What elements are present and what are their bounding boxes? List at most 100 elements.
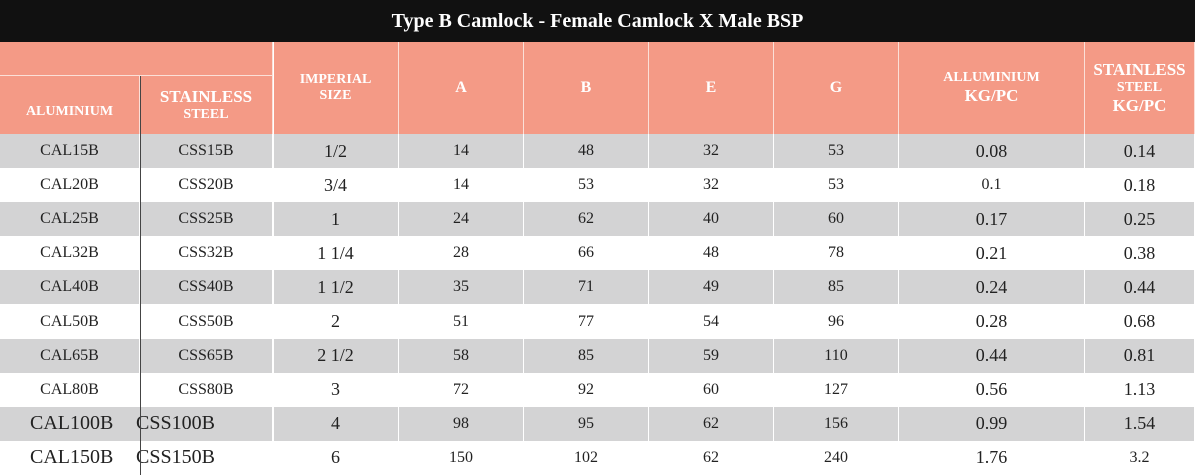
cell-e: 60 [649, 372, 774, 407]
cell-ss_kg: 0.38 [1085, 236, 1195, 271]
cell-b: 77 [524, 304, 649, 339]
cell-b: 71 [524, 270, 649, 305]
cell-imperial: 2 [273, 304, 399, 339]
cell-aluminium: CAL65B [0, 338, 140, 373]
cell-a: 51 [399, 304, 524, 339]
column-divider [140, 76, 141, 475]
cell-b: 92 [524, 372, 649, 407]
cell-g: 53 [774, 168, 899, 203]
cell-imperial: 3 [273, 372, 399, 407]
header-alum-kg-line1: ALLUMINIUM [943, 70, 1040, 86]
cell-imperial: 1 1/4 [273, 236, 399, 271]
cell-a: 14 [399, 168, 524, 203]
header-stainless-line1: STAINLESS [159, 87, 253, 107]
cell-g: 53 [774, 134, 899, 169]
cell-imperial: 1 [273, 202, 399, 237]
header-a: A [399, 42, 524, 134]
table-title: Type B Camlock - Female Camlock X Male B… [0, 0, 1195, 42]
cell-stainless: CSS40B [140, 270, 273, 305]
cell-aluminium: CAL100B [0, 406, 140, 441]
cell-e: 62 [649, 406, 774, 441]
cell-stainless: CSS100B [136, 406, 273, 441]
cell-al_kg: 0.21 [899, 236, 1085, 271]
cell-aluminium: CAL32B [0, 236, 140, 271]
cell-aluminium: CAL40B [0, 270, 140, 305]
cell-al_kg: 0.99 [899, 406, 1085, 441]
cell-stainless: CSS32B [140, 236, 273, 271]
cell-al_kg: 0.44 [899, 338, 1085, 373]
cell-e: 32 [649, 168, 774, 203]
header-ss-kg-line3: KG/PC [1112, 96, 1167, 116]
header-aluminium: ALUMINIUM [0, 76, 140, 134]
header-group-blank [0, 42, 273, 76]
cell-g: 240 [774, 440, 899, 475]
cell-aluminium: CAL20B [0, 168, 140, 203]
cell-b: 53 [524, 168, 649, 203]
header-ss-kg-line2: STEEL [1116, 79, 1163, 95]
cell-b: 85 [524, 338, 649, 373]
cell-e: 32 [649, 134, 774, 169]
cell-ss_kg: 1.54 [1085, 406, 1195, 441]
header-stainless-line2: STEEL [183, 106, 229, 122]
cell-imperial: 4 [273, 406, 399, 441]
cell-aluminium: CAL50B [0, 304, 140, 339]
cell-a: 14 [399, 134, 524, 169]
cell-ss_kg: 3.2 [1085, 440, 1195, 475]
cell-a: 150 [399, 440, 524, 475]
header-aluminium-kg: ALLUMINIUM KG/PC [899, 42, 1085, 134]
cell-ss_kg: 0.14 [1085, 134, 1195, 169]
cell-e: 62 [649, 440, 774, 475]
header-stainless-steel: STAINLESS STEEL [140, 76, 273, 134]
cell-aluminium: CAL15B [0, 134, 140, 169]
header-e: E [649, 42, 774, 134]
cell-al_kg: 0.56 [899, 372, 1085, 407]
cell-g: 85 [774, 270, 899, 305]
header-b: B [524, 42, 649, 134]
cell-imperial: 1 1/2 [273, 270, 399, 305]
cell-aluminium: CAL150B [0, 440, 140, 475]
cell-al_kg: 0.1 [899, 168, 1085, 203]
cell-stainless: CSS15B [140, 134, 273, 169]
cell-ss_kg: 0.18 [1085, 168, 1195, 203]
cell-g: 78 [774, 236, 899, 271]
cell-a: 72 [399, 372, 524, 407]
header-g: G [774, 42, 899, 134]
header-alum-kg-line2: KG/PC [964, 86, 1019, 106]
cell-al_kg: 1.76 [899, 440, 1085, 475]
cell-stainless: CSS65B [140, 338, 273, 373]
cell-stainless: CSS80B [140, 372, 273, 407]
cell-b: 66 [524, 236, 649, 271]
cell-imperial: 2 1/2 [273, 338, 399, 373]
cell-ss_kg: 0.25 [1085, 202, 1195, 237]
cell-e: 48 [649, 236, 774, 271]
cell-a: 24 [399, 202, 524, 237]
cell-g: 127 [774, 372, 899, 407]
cell-e: 54 [649, 304, 774, 339]
cell-g: 96 [774, 304, 899, 339]
cell-a: 98 [399, 406, 524, 441]
cell-stainless: CSS50B [140, 304, 273, 339]
cell-b: 62 [524, 202, 649, 237]
header-aluminium-label: ALUMINIUM [25, 103, 114, 119]
header-ss-kg-line1: STAINLESS [1093, 60, 1186, 80]
cell-a: 28 [399, 236, 524, 271]
cell-aluminium: CAL80B [0, 372, 140, 407]
cell-al_kg: 0.17 [899, 202, 1085, 237]
cell-imperial: 1/2 [273, 134, 399, 169]
cell-a: 35 [399, 270, 524, 305]
cell-ss_kg: 0.81 [1085, 338, 1195, 373]
cell-e: 40 [649, 202, 774, 237]
cell-e: 49 [649, 270, 774, 305]
cell-al_kg: 0.28 [899, 304, 1085, 339]
cell-g: 60 [774, 202, 899, 237]
cell-al_kg: 0.08 [899, 134, 1085, 169]
cell-a: 58 [399, 338, 524, 373]
cell-ss_kg: 0.44 [1085, 270, 1195, 305]
header-imperial-line2: SIZE [319, 88, 352, 103]
cell-g: 156 [774, 406, 899, 441]
cell-stainless: CSS150B [136, 440, 273, 475]
cell-al_kg: 0.24 [899, 270, 1085, 305]
spec-table: IMPERIAL SIZE A B E G ALLUMINIUM KG/PC S… [0, 42, 1195, 475]
cell-e: 59 [649, 338, 774, 373]
